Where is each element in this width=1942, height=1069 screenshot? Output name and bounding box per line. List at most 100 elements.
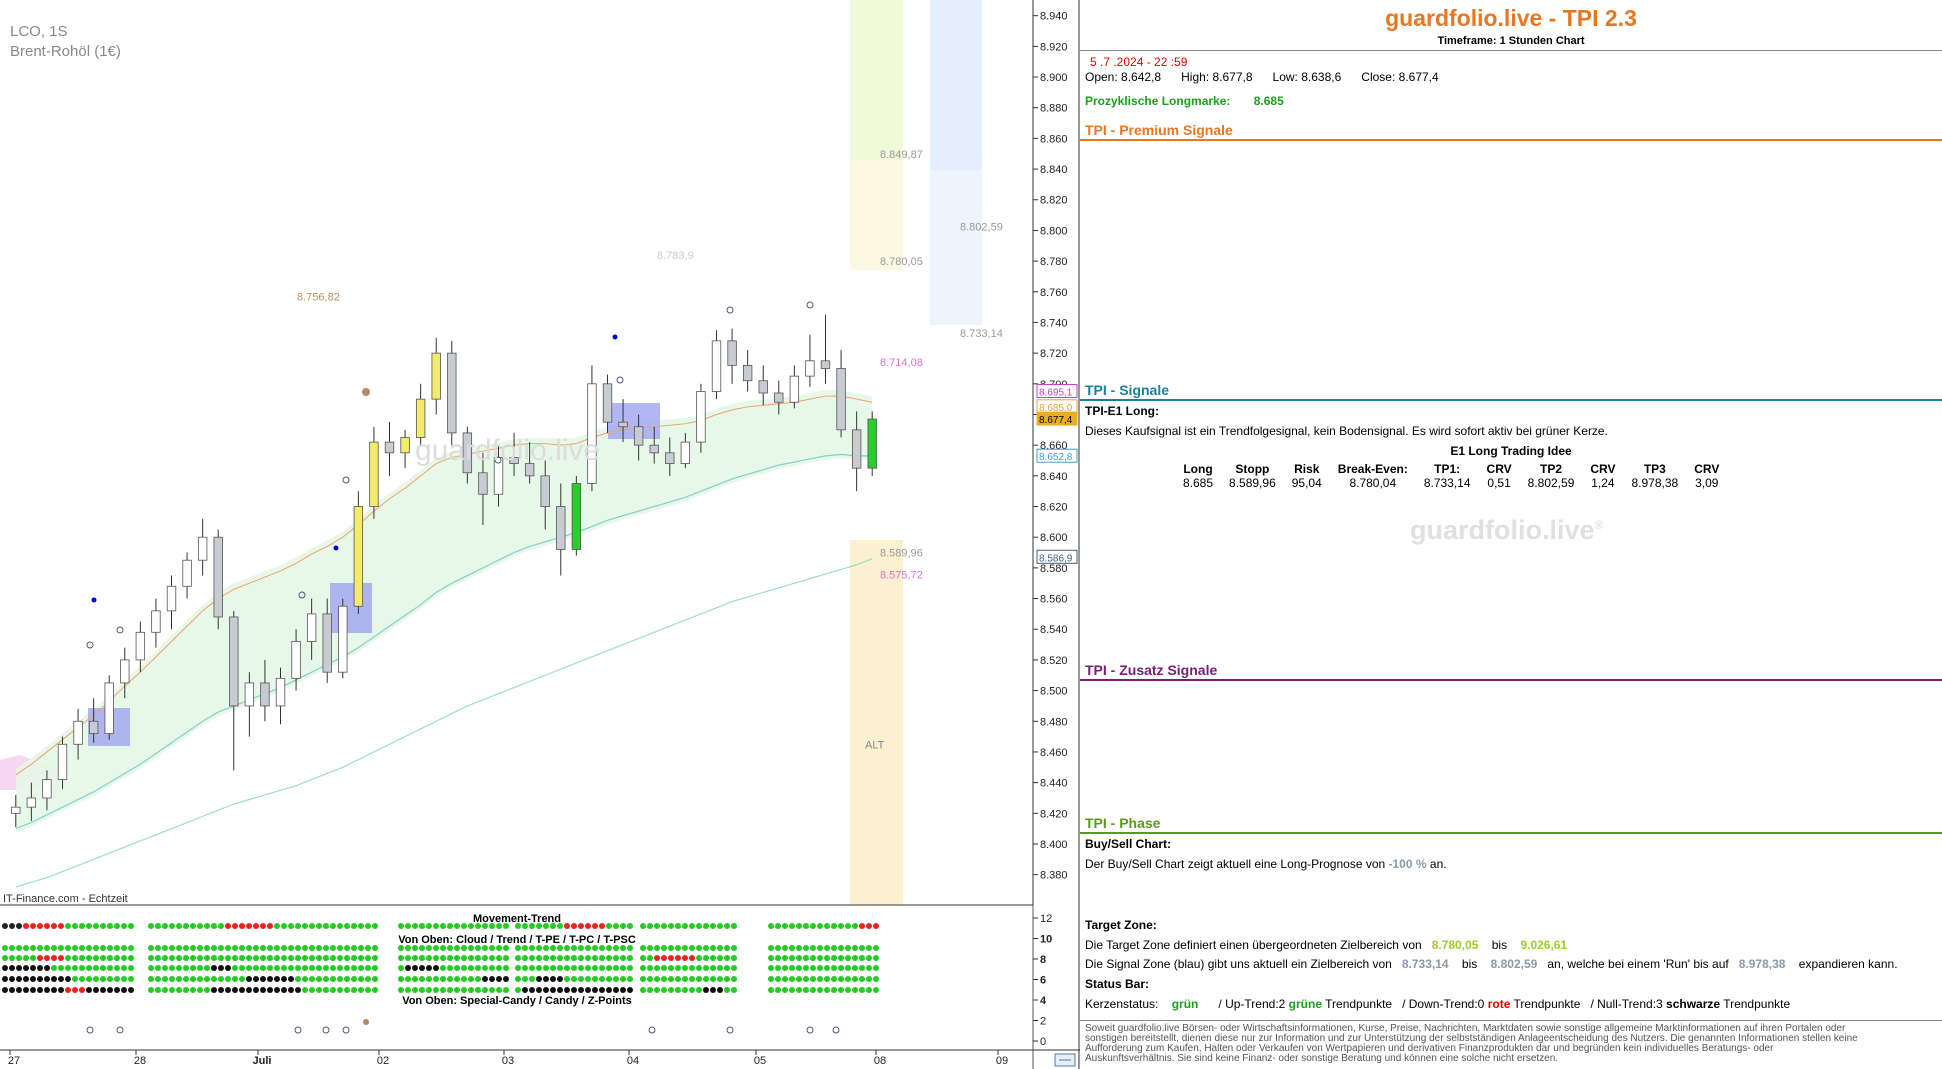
movement-dot (796, 955, 802, 961)
movement-dot (838, 923, 844, 929)
movement-dot (204, 945, 210, 951)
price-chart[interactable]: 8.940 8.920 8.900 8.880 8.860 8.840 8.820 8.800… (0, 0, 1080, 1069)
movement-dot (79, 965, 85, 971)
movement-dot (351, 945, 357, 951)
movement-dot (372, 976, 378, 982)
movement-dot (114, 923, 120, 929)
movement-dot (9, 955, 15, 961)
movement-dot (852, 955, 858, 961)
movement-dot (831, 945, 837, 951)
movement-dot (225, 987, 231, 993)
z-point-marker (832, 1026, 840, 1034)
candle-body (120, 659, 130, 684)
movement-dot (696, 945, 702, 951)
movement-dot (148, 976, 154, 982)
status-text: Kerzenstatus: grün / Up-Trend:2 grüne Tr… (1085, 997, 1791, 1011)
movement-dot (731, 955, 737, 961)
movement-dot (454, 955, 460, 961)
movement-dot (37, 987, 43, 993)
candle-body (431, 352, 441, 400)
movement-dot (190, 923, 196, 929)
movement-dot (260, 945, 266, 951)
movement-dot (405, 923, 411, 929)
y-tick-label: 8.400 (1040, 839, 1068, 851)
movement-dot (107, 945, 113, 951)
movement-dot (845, 965, 851, 971)
movement-dot (253, 945, 259, 951)
movement-dot (398, 965, 404, 971)
movement-dot (447, 976, 453, 982)
movement-dot (30, 955, 36, 961)
movement-dot (578, 976, 584, 982)
movement-dot (426, 923, 432, 929)
chart-annotation: 8.849,87 (880, 149, 923, 161)
movement-dot (810, 965, 816, 971)
candle-body (135, 631, 146, 661)
movement-dot (522, 945, 528, 951)
movement-dot (696, 955, 702, 961)
movement-dot (316, 976, 322, 982)
movement-dot (288, 987, 294, 993)
movement-dot (351, 976, 357, 982)
movement-dot (475, 955, 481, 961)
movement-dot (433, 976, 439, 982)
candle (415, 383, 426, 446)
movement-dot (682, 923, 688, 929)
movement-dot (682, 955, 688, 961)
movement-dot (564, 976, 570, 982)
movement-dot (461, 965, 467, 971)
movement-dot (845, 945, 851, 951)
movement-dot (281, 923, 287, 929)
candle (260, 659, 270, 722)
movement-dot (218, 976, 224, 982)
movement-dot (107, 965, 113, 971)
movement-dot (522, 965, 528, 971)
movement-dot (58, 955, 64, 961)
movement-dot (169, 955, 175, 961)
movement-dot (218, 965, 224, 971)
movement-dot (79, 945, 85, 951)
movement-dot (852, 976, 858, 982)
movement-dot (176, 955, 182, 961)
movement-dot (358, 955, 364, 961)
movement-dot (148, 965, 154, 971)
e1-table-value: 95,04 (1291, 476, 1322, 490)
movement-dot (557, 965, 563, 971)
movement-dot (461, 987, 467, 993)
movement-dot (330, 955, 336, 961)
movement-dot (461, 955, 467, 961)
e1-heading: TPI-E1 Long: (1085, 404, 1159, 418)
movement-dot (515, 987, 521, 993)
movement-dot (162, 965, 168, 971)
y-tick-label: 8.900 (1040, 72, 1068, 84)
movement-dot (190, 945, 196, 951)
movement-dot (585, 987, 591, 993)
movement-dot (176, 976, 182, 982)
movement-dot (627, 987, 633, 993)
movement-dot (218, 945, 224, 951)
movement-dot (274, 965, 280, 971)
movement-dot (536, 945, 542, 951)
movement-dot (496, 987, 502, 993)
signale-section-title: TPI - Signale (1085, 382, 1170, 398)
movement-dot (654, 955, 660, 961)
candle (182, 552, 192, 599)
datetime-label: 5 .7 .2024 - 22 :59 (1090, 55, 1188, 69)
movement-dot (503, 987, 509, 993)
special-point (363, 1019, 369, 1025)
movement-dot (107, 923, 113, 929)
movement-dot (824, 976, 830, 982)
movement-dot (121, 955, 127, 961)
movement-dot (668, 945, 674, 951)
movement-dot (2, 987, 8, 993)
movement-dot (330, 976, 336, 982)
settings-icon[interactable] (1054, 1053, 1076, 1067)
e1-table-header: TP2 (1540, 462, 1563, 476)
movement-dot (775, 923, 781, 929)
movement-dot (515, 945, 521, 951)
movement-dot (654, 923, 660, 929)
candle-body (291, 641, 301, 679)
candle (680, 432, 691, 469)
movement-dot (440, 987, 446, 993)
movement-dot (571, 976, 577, 982)
